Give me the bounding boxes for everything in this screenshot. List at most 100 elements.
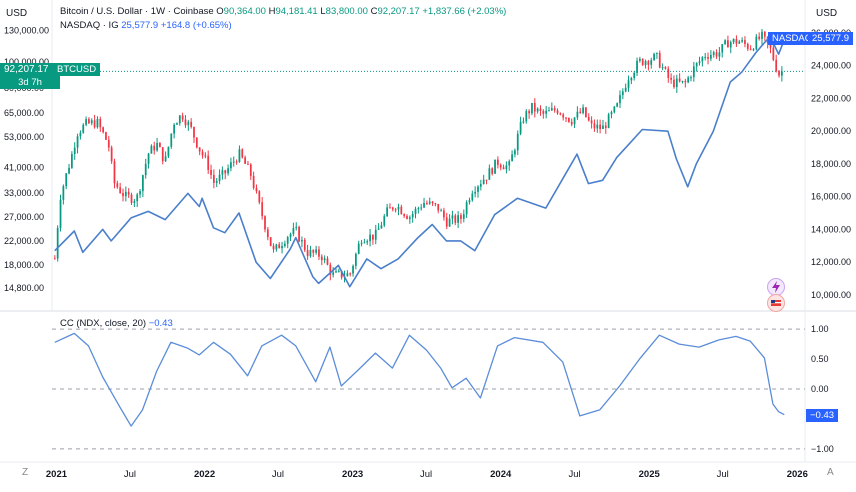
- btc-candle[interactable]: [428, 197, 431, 205]
- btc-candle[interactable]: [119, 182, 122, 194]
- btc-candle[interactable]: [232, 156, 235, 167]
- btc-candle[interactable]: [167, 146, 170, 159]
- btc-candle[interactable]: [224, 169, 227, 180]
- btc-candle[interactable]: [533, 98, 536, 118]
- btc-candle[interactable]: [207, 150, 210, 174]
- btc-candle[interactable]: [190, 118, 193, 129]
- btc-candle[interactable]: [354, 252, 357, 270]
- btc-candle[interactable]: [82, 123, 85, 134]
- btc-candle[interactable]: [295, 222, 298, 231]
- btc-candle[interactable]: [93, 114, 96, 129]
- btc-candle[interactable]: [556, 108, 559, 115]
- btc-candle[interactable]: [491, 167, 494, 176]
- btc-candle[interactable]: [528, 109, 530, 119]
- btc-candle[interactable]: [349, 272, 352, 277]
- timezone-icon[interactable]: Z: [22, 467, 29, 478]
- btc-candle[interactable]: [502, 164, 505, 170]
- btc-candle[interactable]: [741, 37, 743, 43]
- btc-candle[interactable]: [122, 188, 124, 202]
- btc-candle[interactable]: [499, 163, 502, 171]
- btc-candle[interactable]: [408, 215, 411, 224]
- btc-candle[interactable]: [621, 88, 624, 100]
- btc-candle[interactable]: [383, 213, 386, 228]
- btc-candle[interactable]: [178, 114, 181, 126]
- btc-candle[interactable]: [76, 133, 79, 154]
- btc-candle[interactable]: [417, 206, 420, 214]
- btc-candle[interactable]: [153, 141, 156, 155]
- btc-candle[interactable]: [661, 63, 664, 71]
- btc-candle[interactable]: [400, 204, 403, 215]
- btc-candle[interactable]: [746, 42, 749, 52]
- btc-candle[interactable]: [585, 107, 587, 118]
- btc-candle[interactable]: [139, 189, 141, 198]
- btc-candle[interactable]: [397, 203, 400, 216]
- btc-candle[interactable]: [511, 150, 513, 162]
- btc-candle[interactable]: [650, 57, 653, 69]
- btc-candle[interactable]: [715, 49, 718, 60]
- btc-candle[interactable]: [391, 206, 394, 212]
- btc-candle[interactable]: [727, 35, 729, 48]
- btc-candle[interactable]: [775, 54, 778, 73]
- btc-candle[interactable]: [582, 104, 584, 115]
- btc-candle[interactable]: [488, 164, 491, 180]
- btc-candle[interactable]: [366, 239, 369, 245]
- btc-candle[interactable]: [610, 110, 613, 119]
- btc-candle[interactable]: [482, 174, 485, 185]
- btc-candle[interactable]: [573, 117, 576, 128]
- btc-candle[interactable]: [721, 43, 724, 58]
- btc-candle[interactable]: [709, 50, 712, 62]
- btc-candle[interactable]: [675, 74, 678, 93]
- btc-candle[interactable]: [312, 249, 315, 257]
- btc-candle[interactable]: [102, 126, 105, 134]
- btc-candle[interactable]: [62, 184, 65, 205]
- btc-candle[interactable]: [306, 244, 309, 260]
- btc-candle[interactable]: [718, 47, 721, 62]
- btc-candle[interactable]: [266, 227, 269, 241]
- btc-candle[interactable]: [644, 59, 647, 69]
- btc-candle[interactable]: [298, 225, 300, 243]
- btc-candle[interactable]: [576, 106, 579, 120]
- btc-candle[interactable]: [474, 186, 477, 198]
- btc-candle[interactable]: [150, 144, 153, 154]
- btc-candle[interactable]: [68, 163, 70, 175]
- btc-candle[interactable]: [110, 145, 113, 164]
- btc-candle[interactable]: [712, 50, 715, 58]
- btc-candle[interactable]: [590, 116, 593, 129]
- btc-candle[interactable]: [210, 164, 212, 180]
- btc-candle[interactable]: [244, 155, 246, 165]
- btc-candle[interactable]: [198, 147, 201, 156]
- btc-candle[interactable]: [303, 237, 306, 253]
- btc-candle[interactable]: [414, 206, 417, 219]
- btc-candle[interactable]: [261, 197, 264, 220]
- btc-candle[interactable]: [772, 44, 775, 62]
- btc-candle[interactable]: [99, 116, 102, 132]
- btc-candle[interactable]: [315, 245, 317, 255]
- btc-candle[interactable]: [425, 200, 428, 205]
- btc-candle[interactable]: [633, 71, 636, 81]
- btc-candle[interactable]: [755, 34, 758, 51]
- btc-candle[interactable]: [164, 151, 167, 163]
- auto-scale-icon[interactable]: A: [827, 467, 834, 478]
- btc-candle[interactable]: [369, 229, 371, 247]
- btc-candle[interactable]: [286, 235, 289, 249]
- btc-candle[interactable]: [516, 130, 519, 156]
- btc-candle[interactable]: [195, 137, 198, 149]
- btc-candle[interactable]: [457, 211, 459, 229]
- btc-candle[interactable]: [780, 66, 783, 82]
- btc-candle[interactable]: [681, 80, 684, 84]
- btc-candle[interactable]: [181, 112, 184, 122]
- btc-candle[interactable]: [275, 243, 278, 252]
- btc-candle[interactable]: [619, 90, 621, 109]
- btc-candle[interactable]: [641, 58, 644, 67]
- btc-candle[interactable]: [593, 119, 596, 132]
- btc-candle[interactable]: [124, 186, 127, 202]
- btc-candle[interactable]: [235, 159, 238, 165]
- btc-candle[interactable]: [445, 212, 448, 230]
- btc-candle[interactable]: [218, 169, 221, 185]
- cc-line[interactable]: [54, 332, 785, 427]
- btc-candle[interactable]: [698, 56, 701, 66]
- btc-candle[interactable]: [443, 207, 445, 221]
- btc-candle[interactable]: [514, 148, 516, 158]
- btc-candle[interactable]: [85, 116, 87, 127]
- btc-candle[interactable]: [690, 75, 692, 82]
